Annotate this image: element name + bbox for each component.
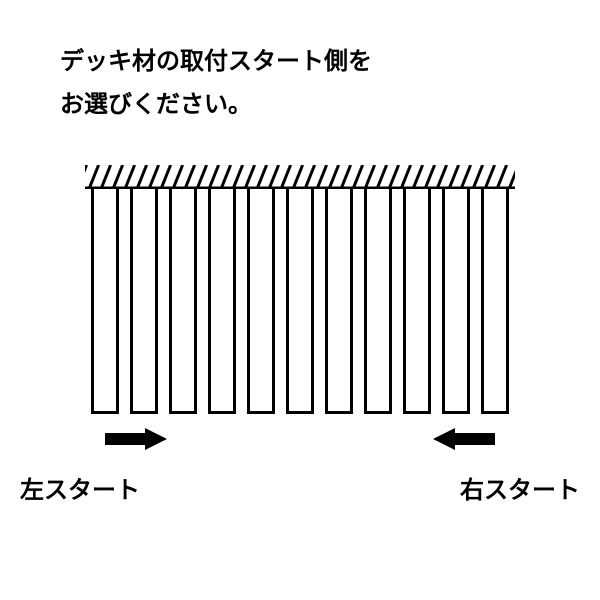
deck-board xyxy=(286,189,314,414)
deck-board xyxy=(247,189,275,414)
heading-line-1: デッキ材の取付スタート側を xyxy=(60,40,372,83)
hatch-svg xyxy=(85,165,515,189)
deck-board xyxy=(91,189,119,414)
left-start-label: 左スタート xyxy=(20,470,140,505)
arrows-row xyxy=(85,428,515,450)
right-start-label: 右スタート xyxy=(460,470,580,505)
deck-board xyxy=(169,189,197,414)
instruction-heading: デッキ材の取付スタート側を お選びください。 xyxy=(60,40,372,126)
deck-board xyxy=(481,189,509,414)
heading-line-2: お選びください。 xyxy=(60,83,372,126)
deck-boards xyxy=(85,189,515,414)
deck-board xyxy=(208,189,236,414)
deck-board xyxy=(442,189,470,414)
deck-diagram xyxy=(85,165,515,414)
wall-hatch xyxy=(85,165,515,189)
deck-board xyxy=(325,189,353,414)
arrow-left-icon xyxy=(430,428,495,450)
arrow-right-icon xyxy=(105,428,170,450)
deck-board xyxy=(130,189,158,414)
labels-row: 左スタート 右スタート xyxy=(20,470,580,505)
deck-board xyxy=(403,189,431,414)
deck-board xyxy=(364,189,392,414)
